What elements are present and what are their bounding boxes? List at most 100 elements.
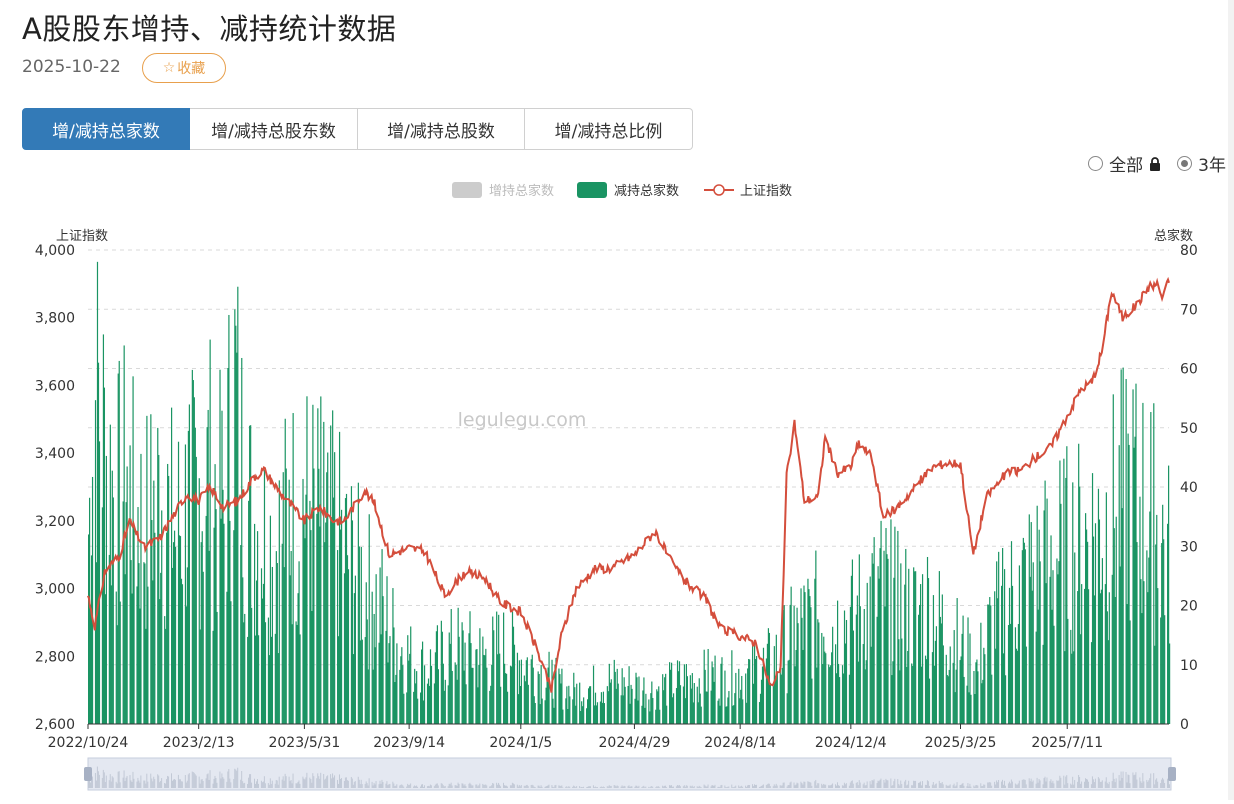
- datazoom-left-handle[interactable]: [84, 767, 92, 781]
- reduce-bar: [484, 655, 486, 724]
- zoom-preview-bar: [230, 782, 232, 788]
- zoom-preview-bar: [133, 778, 135, 788]
- zoom-preview-bar: [864, 785, 866, 788]
- reduce-bar: [472, 667, 474, 724]
- zoom-preview-bar: [209, 770, 211, 788]
- reduce-bar: [1087, 589, 1090, 724]
- zoom-preview-bar: [1001, 781, 1003, 788]
- zoom-preview-bar: [866, 781, 868, 788]
- reduce-bar: [1114, 596, 1116, 724]
- zoom-preview-bar: [977, 785, 979, 788]
- reduce-bar: [268, 655, 271, 724]
- reduce-bar: [1038, 529, 1040, 724]
- reduce-bar: [367, 669, 369, 724]
- zoom-preview-bar: [154, 779, 156, 788]
- reduce-bar: [623, 677, 625, 724]
- zoom-preview-bar: [153, 776, 155, 788]
- zoom-preview-bar: [842, 785, 844, 788]
- reduce-bar: [105, 455, 107, 724]
- zoom-preview-bar: [666, 787, 668, 788]
- range-all-option[interactable]: 全部: [1088, 151, 1161, 176]
- radio-3y[interactable]: [1177, 156, 1193, 171]
- reduce-bar: [88, 497, 91, 724]
- datazoom-right-handle[interactable]: [1168, 767, 1176, 781]
- datazoom-slider[interactable]: [84, 757, 1176, 791]
- reduce-bar: [417, 698, 419, 724]
- zoom-preview-bar: [939, 783, 941, 788]
- reduce-bar: [924, 655, 927, 724]
- zoom-preview-bar: [1015, 784, 1017, 788]
- reduce-bar: [713, 681, 715, 724]
- reduce-bar: [388, 643, 390, 724]
- reduce-bar: [208, 550, 210, 724]
- reduce-bar: [97, 362, 100, 724]
- reduce-bar: [226, 591, 228, 724]
- reduce-bar: [918, 614, 920, 724]
- reduce-bar: [1035, 631, 1037, 724]
- radio-all[interactable]: [1088, 156, 1104, 171]
- zoom-preview-bar: [1080, 783, 1082, 788]
- reduce-bar: [776, 671, 778, 724]
- zoom-preview-bar: [631, 786, 633, 788]
- zoom-preview-bar: [426, 786, 428, 788]
- reduce-bar: [512, 626, 515, 724]
- reduce-bar: [368, 514, 370, 724]
- zoom-preview-bar: [136, 781, 138, 788]
- zoom-preview-bar: [998, 780, 1000, 788]
- reduce-bar: [359, 640, 361, 724]
- zoom-preview-bar: [298, 780, 300, 788]
- reduce-bar: [111, 470, 113, 724]
- reduce-bar: [1063, 458, 1065, 724]
- reduce-bar: [608, 663, 610, 724]
- zoom-preview-bar: [1056, 780, 1058, 788]
- reduce-bar: [648, 699, 650, 724]
- zoom-preview-bar: [858, 780, 860, 788]
- zoom-preview-bar: [911, 785, 913, 788]
- reduce-bar: [1064, 651, 1066, 724]
- reduce-bar: [939, 616, 941, 724]
- reduce-bar: [463, 670, 465, 724]
- range-3y-option[interactable]: 3年: [1177, 151, 1226, 176]
- reduce-bar: [1146, 550, 1148, 724]
- reduce-bar: [566, 686, 568, 724]
- legend-item-index[interactable]: 上证指数: [704, 184, 792, 199]
- zoom-preview-bar: [662, 785, 664, 788]
- reduce-bar: [353, 593, 355, 724]
- tab-total-shares[interactable]: 增/减持总股数: [358, 108, 525, 150]
- zoom-preview-bar: [741, 785, 743, 788]
- left-axis-title: 上证指数: [56, 229, 108, 244]
- reduce-bar: [1051, 609, 1053, 724]
- tab-total-shareholders[interactable]: 增/减持总股东数: [190, 108, 358, 150]
- x-tick-label: 2025/3/25: [925, 735, 997, 751]
- zoom-preview-bar: [345, 777, 347, 788]
- reduce-bar: [717, 700, 719, 724]
- reduce-bar: [133, 525, 135, 724]
- reduce-bar: [138, 563, 140, 724]
- reduce-bar: [264, 622, 267, 724]
- reduce-bar: [1163, 539, 1165, 724]
- reduce-bar: [243, 622, 245, 724]
- reduce-bar: [645, 693, 647, 724]
- reduce-bar: [332, 410, 334, 724]
- index-line-path: [87, 276, 1170, 693]
- reduce-bar: [193, 397, 195, 724]
- reduce-bar: [1036, 505, 1038, 724]
- reduce-bar: [794, 666, 796, 724]
- reduce-bar: [949, 646, 951, 724]
- reduce-bar: [614, 671, 616, 724]
- tab-total-ratio[interactable]: 增/减持总比例: [525, 108, 693, 150]
- reduce-bar: [1142, 402, 1144, 724]
- reduce-bar: [762, 647, 765, 724]
- zoom-preview-bar: [714, 784, 716, 788]
- tab-total-companies[interactable]: 增/减持总家数: [22, 108, 190, 150]
- reduce-bar: [844, 643, 847, 724]
- zoom-preview-bar: [1157, 781, 1159, 788]
- favorite-button[interactable]: ☆ 收藏: [142, 53, 226, 83]
- legend-item-increase[interactable]: 增持总家数: [452, 182, 554, 199]
- zoom-preview-bar: [843, 782, 845, 788]
- reduce-bar: [753, 683, 755, 724]
- reduce-bar: [485, 648, 487, 724]
- reduce-bar: [500, 686, 502, 724]
- zoom-preview-bar: [1122, 771, 1124, 788]
- legend-item-reduce[interactable]: 减持总家数: [577, 182, 679, 199]
